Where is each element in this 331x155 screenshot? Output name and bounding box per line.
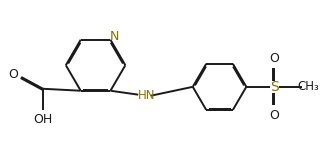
Text: OH: OH [33,113,53,126]
Text: O: O [8,68,18,81]
Text: O: O [269,109,279,122]
Text: N: N [110,30,119,43]
Text: HN: HN [137,89,155,102]
Text: S: S [270,80,278,94]
Text: O: O [269,52,279,65]
Text: CH₃: CH₃ [297,80,319,93]
